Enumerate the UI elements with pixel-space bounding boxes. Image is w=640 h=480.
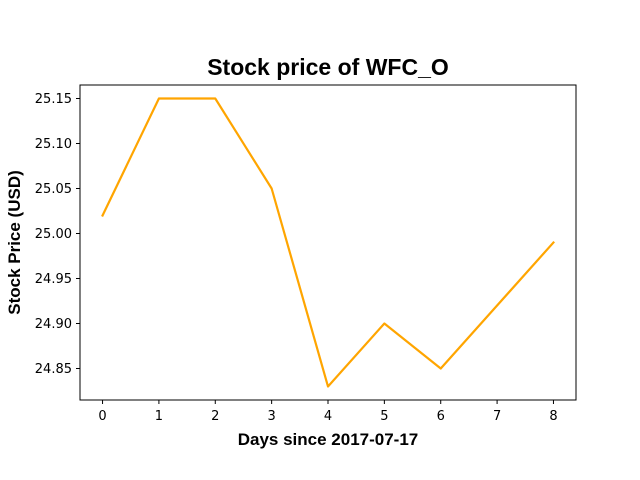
x-tick-label: 3	[267, 409, 275, 424]
x-tick-label: 2	[211, 409, 219, 424]
y-axis: 24.85 24.90 24.95 25.00 25.05 25.10 25.15	[35, 92, 80, 377]
y-axis-label: Stock Price (USD)	[5, 170, 24, 315]
y-tick-label: 24.85	[35, 362, 72, 377]
x-axis: 0 1 2 3 4 5 6 7 8	[98, 400, 558, 424]
y-tick-label: 25.00	[35, 227, 72, 242]
y-tick-label: 25.10	[35, 137, 72, 152]
plot-frame	[79, 84, 577, 401]
x-axis-label: Days since 2017-07-17	[238, 430, 419, 449]
y-tick-label: 25.15	[35, 92, 72, 107]
series-layer	[101, 97, 556, 388]
y-tick-label: 25.05	[35, 182, 72, 197]
x-tick-label: 1	[155, 409, 163, 424]
y-tick-label: 24.95	[35, 272, 72, 287]
series-line	[101, 97, 556, 388]
chart-title: Stock price of WFC_O	[207, 54, 449, 80]
plot-area	[80, 85, 576, 400]
x-tick-label: 6	[437, 409, 445, 424]
x-tick-label: 4	[324, 409, 332, 424]
x-tick-label: 0	[98, 409, 106, 424]
x-tick-label: 5	[380, 409, 388, 424]
y-tick-label: 24.90	[35, 317, 72, 332]
x-tick-label: 8	[549, 409, 557, 424]
x-tick-label: 7	[493, 409, 501, 424]
